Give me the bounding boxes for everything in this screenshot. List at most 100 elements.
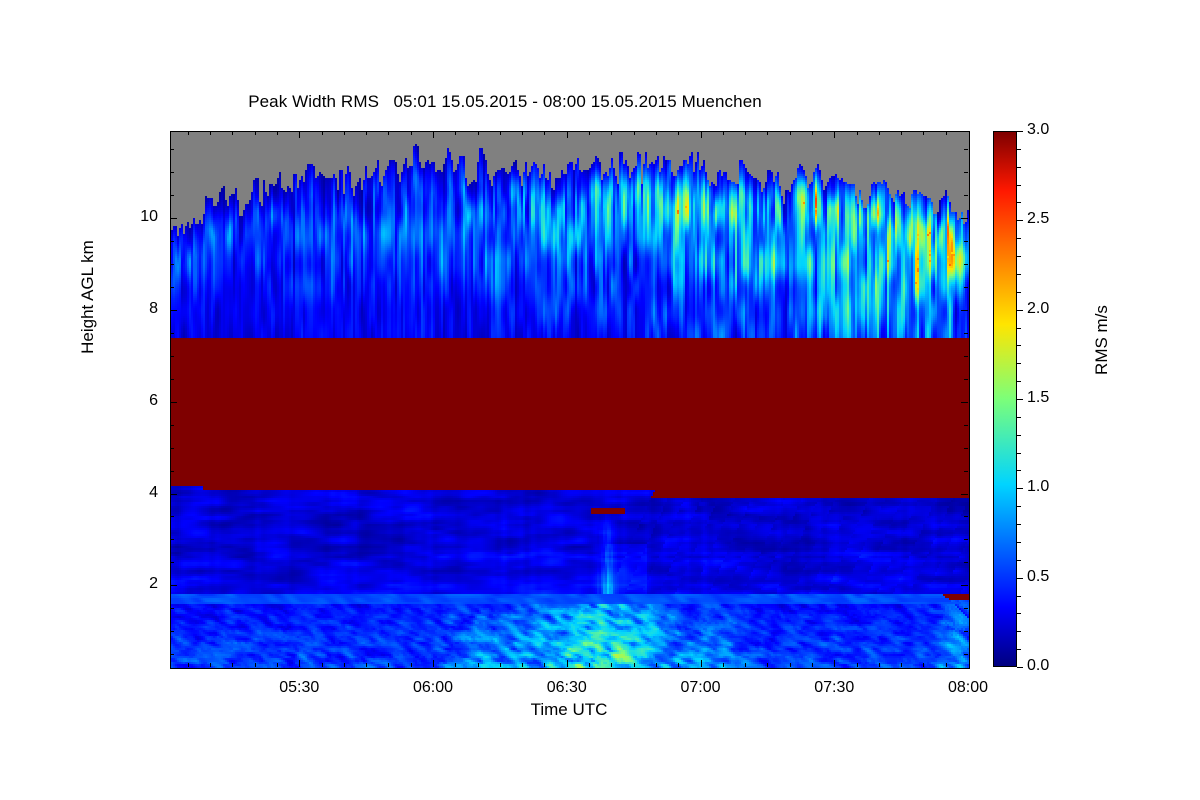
x-tick (388, 131, 389, 135)
y-tick (964, 471, 968, 472)
heatmap-image (171, 132, 969, 668)
y-tick (170, 471, 174, 472)
y-tick (170, 195, 174, 196)
x-tick (567, 660, 568, 667)
colorbar-gradient (993, 131, 1017, 667)
colorbar-tick-label: 3.0 (1027, 121, 1050, 138)
colorbar-tick (1017, 310, 1023, 311)
colorbar-tick (1017, 167, 1021, 168)
x-tick-label: 06:00 (412, 679, 454, 696)
y-tick (170, 379, 174, 380)
y-tick (170, 356, 174, 357)
colorbar-tick (1017, 202, 1021, 203)
x-tick (478, 131, 479, 135)
colorbar-tick (1017, 274, 1021, 275)
y-tick (961, 218, 968, 219)
x-tick (299, 131, 300, 138)
x-tick (455, 131, 456, 135)
y-tick-label: 10 (140, 208, 158, 226)
y-tick-label: 2 (149, 575, 158, 593)
y-tick (170, 287, 174, 288)
x-tick (812, 663, 813, 667)
colorbar-tick (1017, 149, 1021, 150)
y-tick (961, 585, 968, 586)
x-tick (589, 131, 590, 135)
colorbar-tick (1017, 542, 1021, 543)
x-tick (790, 131, 791, 135)
x-tick (901, 663, 902, 667)
x-tick-label: 06:30 (546, 679, 587, 696)
x-tick-label: 05:30 (279, 679, 320, 696)
colorbar-tick (1017, 417, 1021, 418)
colorbar-tick (1017, 185, 1021, 186)
colorbar-tick-label: 1.5 (1027, 389, 1050, 406)
x-tick (923, 131, 924, 135)
y-tick (964, 356, 968, 357)
x-tick (656, 663, 657, 667)
y-tick (170, 494, 177, 495)
x-tick (767, 663, 768, 667)
x-tick (678, 131, 679, 135)
y-tick (961, 402, 968, 403)
x-tick (188, 131, 189, 135)
y-tick (964, 448, 968, 449)
x-tick (701, 660, 702, 667)
x-tick (544, 131, 545, 135)
x-tick (277, 131, 278, 135)
x-tick (344, 663, 345, 667)
y-tick (964, 195, 968, 196)
x-tick (522, 131, 523, 135)
x-axis-label: Time UTC (530, 700, 608, 719)
x-tick-label: 07:30 (814, 679, 855, 696)
colorbar-tick (1017, 667, 1023, 668)
page-title: Peak Width RMS 05:01 15.05.2015 - 08:00 … (248, 92, 762, 111)
x-tick (589, 663, 590, 667)
x-tick (344, 131, 345, 135)
x-tick (678, 663, 679, 667)
colorbar-tick-label: 0.0 (1027, 657, 1050, 674)
colorbar-tick (1017, 292, 1021, 293)
x-tick (210, 663, 211, 667)
y-tick (170, 402, 177, 403)
y-tick (961, 494, 968, 495)
x-tick-label: 08:00 (947, 679, 989, 696)
x-tick (277, 663, 278, 667)
x-tick (923, 663, 924, 667)
x-tick (210, 131, 211, 135)
colorbar-tick (1017, 328, 1021, 329)
y-tick (964, 562, 968, 563)
heatmap-plot-area[interactable] (170, 131, 970, 669)
x-tick (946, 663, 947, 667)
y-tick-label: 4 (149, 483, 158, 501)
y-tick (964, 379, 968, 380)
y-tick-label: 8 (149, 299, 158, 317)
y-tick (170, 631, 174, 632)
x-tick (522, 663, 523, 667)
x-tick (790, 663, 791, 667)
colorbar-tick (1017, 560, 1021, 561)
x-tick (411, 131, 412, 135)
x-tick (388, 663, 389, 667)
y-tick (170, 562, 174, 563)
colorbar-tick (1017, 506, 1021, 507)
colorbar-tick (1017, 649, 1021, 650)
colorbar-tick (1017, 220, 1023, 221)
y-tick (964, 425, 968, 426)
colorbar[interactable]: 0.0 0.5 1.0 1.5 2.0 2.5 3.0 (993, 121, 1049, 674)
y-axis-label: Height AGL km (78, 240, 97, 354)
colorbar-tick (1017, 578, 1023, 579)
x-tick (500, 131, 501, 135)
y-tick (170, 149, 174, 150)
colorbar-tick (1017, 256, 1021, 257)
colorbar-tick (1017, 435, 1021, 436)
x-tick (567, 131, 568, 138)
y-tick (964, 539, 968, 540)
x-tick (723, 663, 724, 667)
y-tick (170, 264, 174, 265)
y-tick (170, 448, 174, 449)
colorbar-tick (1017, 631, 1021, 632)
x-tick (322, 131, 323, 135)
x-tick (834, 660, 835, 667)
x-tick (634, 131, 635, 135)
